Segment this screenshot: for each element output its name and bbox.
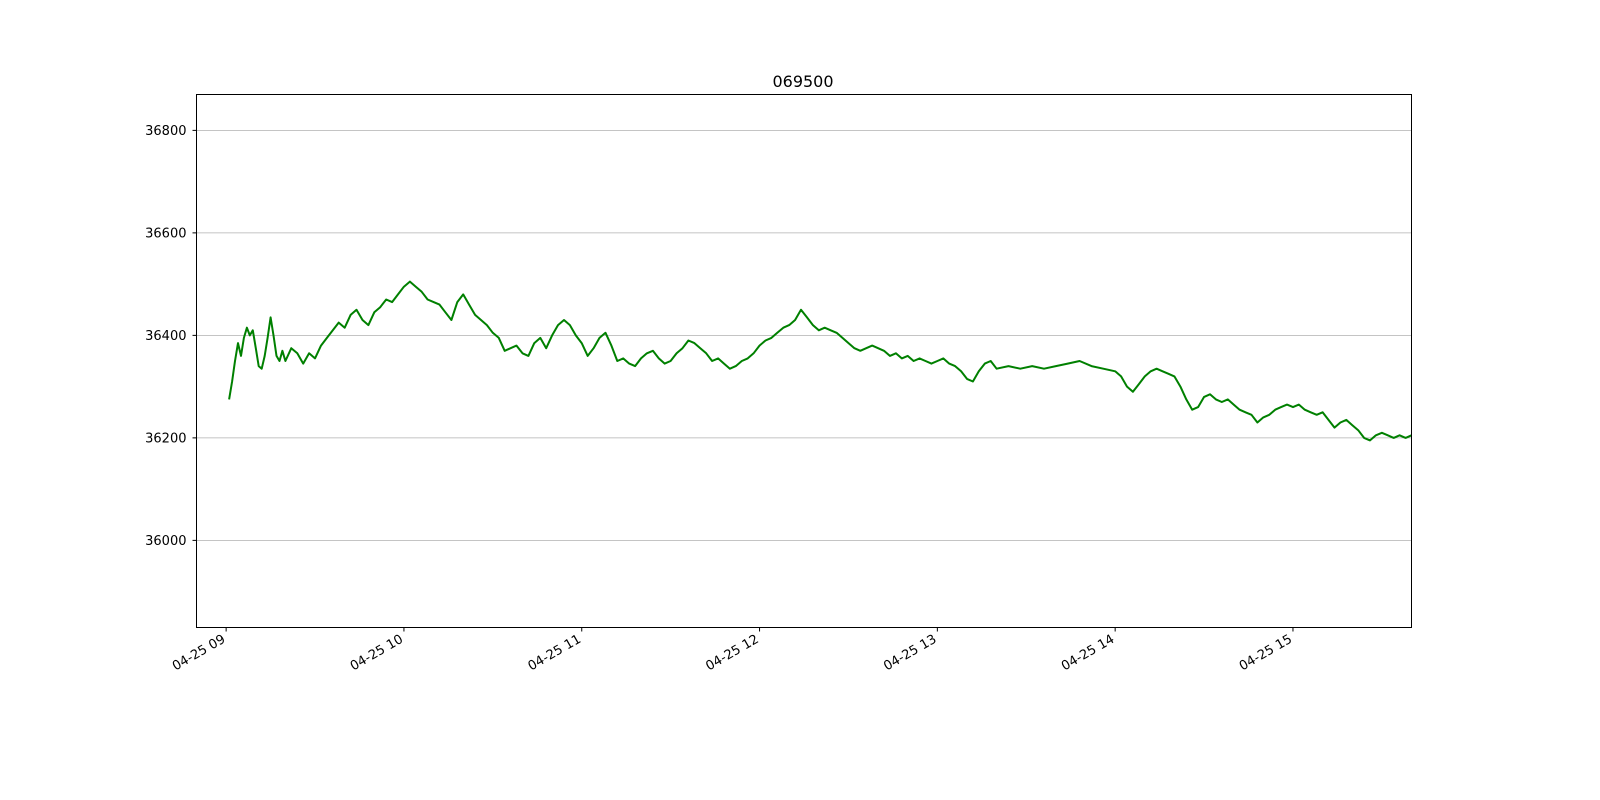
y-tick-label: 36800: [145, 124, 186, 139]
y-tick-label: 36600: [145, 226, 186, 241]
y-tick-label: 36000: [145, 534, 186, 549]
y-tick-label: 36400: [145, 329, 186, 344]
plot-frame: [196, 94, 1412, 628]
chart-title: 069500: [772, 72, 833, 91]
y-tick-label: 36200: [145, 431, 186, 446]
x-tick-label: 04-25 14: [1059, 632, 1117, 674]
price-series-line: [228, 280, 1412, 442]
x-tick-label: 04-25 09: [170, 632, 228, 674]
x-tick-label: 04-25 15: [1237, 632, 1295, 674]
x-tick-label: 04-25 13: [881, 632, 939, 674]
x-tick-label: 04-25 10: [348, 632, 406, 674]
x-tick-label: 04-25 12: [703, 632, 761, 674]
x-tick-label: 04-25 11: [526, 632, 584, 674]
